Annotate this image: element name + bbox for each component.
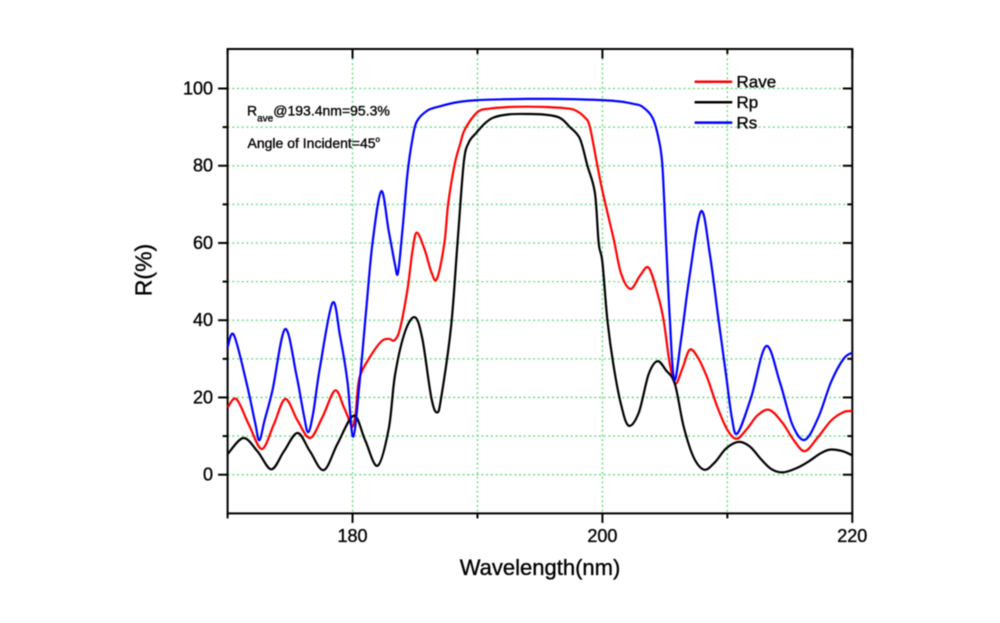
svg-text:Rs: Rs (737, 113, 758, 132)
svg-text:0: 0 (203, 465, 213, 485)
svg-text:Angle of Incident=45o: Angle of Incident=45o (248, 135, 381, 151)
svg-text:Rp: Rp (737, 93, 759, 112)
svg-text:220: 220 (837, 526, 867, 546)
svg-text:200: 200 (587, 526, 617, 546)
svg-text:Rave: Rave (737, 73, 777, 92)
svg-text:180: 180 (337, 526, 367, 546)
svg-text:80: 80 (193, 156, 213, 176)
svg-text:100: 100 (183, 79, 213, 99)
svg-text:20: 20 (193, 388, 213, 408)
svg-text:Rave@193.4nm=95.3%: Rave@193.4nm=95.3% (247, 103, 390, 125)
svg-text:40: 40 (193, 310, 213, 330)
svg-text:60: 60 (193, 233, 213, 253)
svg-text:R(%): R(%) (131, 244, 157, 296)
svg-text:Wavelength(nm): Wavelength(nm) (460, 555, 621, 580)
